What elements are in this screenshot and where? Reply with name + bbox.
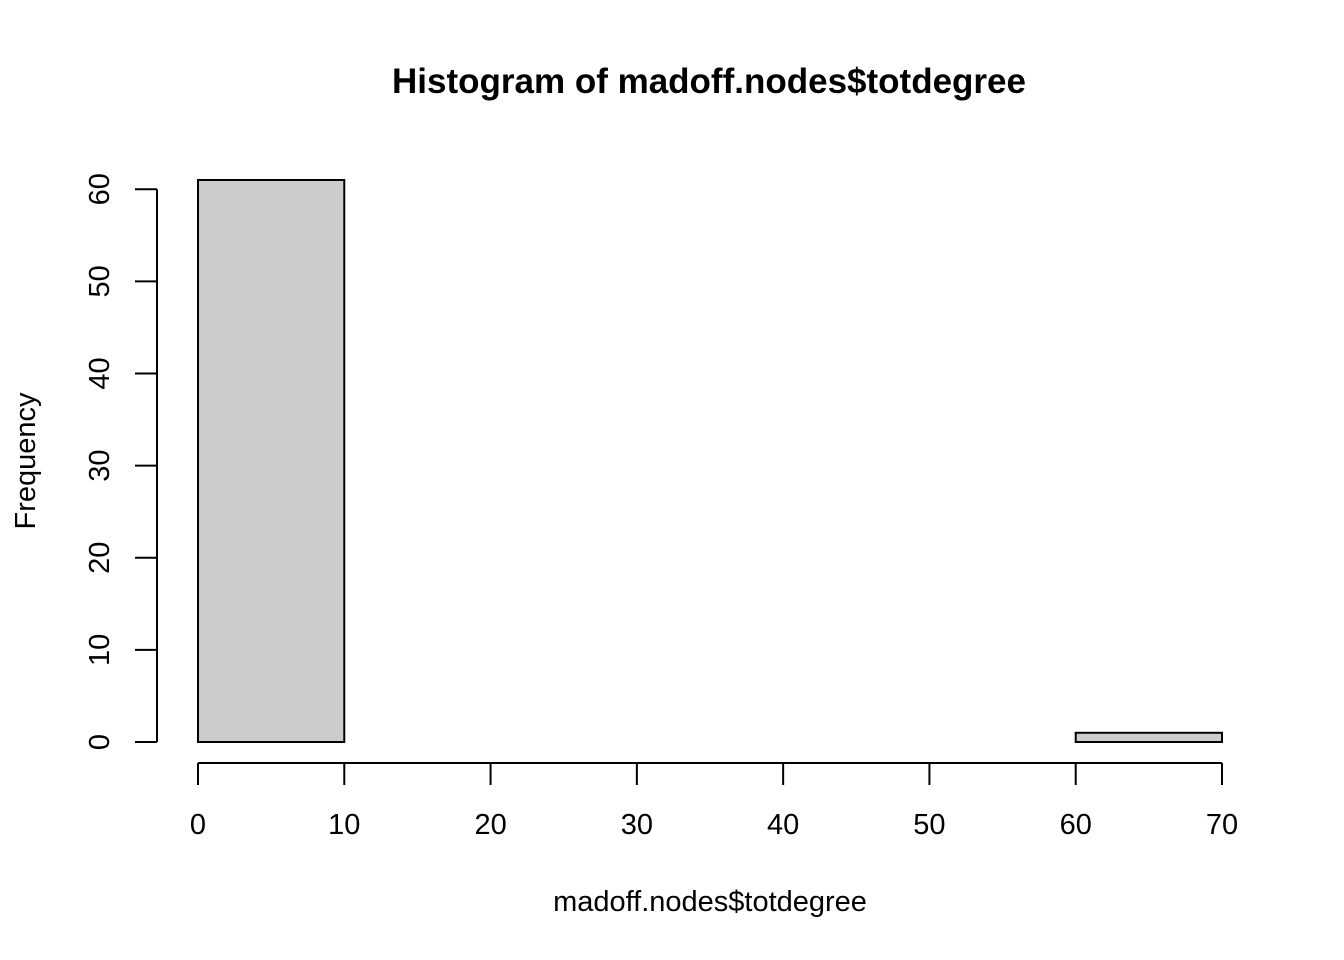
- y-axis: 0 10 20 30 40 50 60: [84, 173, 158, 750]
- x-axis-label: madoff.nodes$totdegree: [553, 886, 867, 918]
- x-tick-label: 40: [767, 809, 799, 841]
- chart-title: Histogram of madoff.nodes$totdegree: [392, 62, 1026, 101]
- x-tick-label: 30: [621, 809, 653, 841]
- y-tick-label: 20: [84, 542, 116, 574]
- x-tick-label: 50: [913, 809, 945, 841]
- histogram-bar: [1074, 731, 1223, 743]
- y-axis-label: Frequency: [10, 392, 42, 530]
- y-tick-label: 50: [84, 265, 116, 297]
- y-tick-label: 30: [84, 449, 116, 481]
- x-tick-label: 20: [474, 809, 506, 841]
- y-tick-label: 40: [84, 357, 116, 389]
- x-tick-label: 0: [190, 809, 206, 841]
- y-tick-label: 60: [84, 173, 116, 205]
- x-tick-label: 70: [1206, 809, 1238, 841]
- y-tick-label: 10: [84, 634, 116, 666]
- x-axis: 0 10 20 30 40 50 60 70: [190, 762, 1238, 841]
- bars-group: [197, 179, 1223, 743]
- x-tick-label: 60: [1060, 809, 1092, 841]
- histogram-bar: [197, 179, 346, 743]
- x-tick-label: 10: [328, 809, 360, 841]
- y-tick-label: 0: [84, 734, 116, 750]
